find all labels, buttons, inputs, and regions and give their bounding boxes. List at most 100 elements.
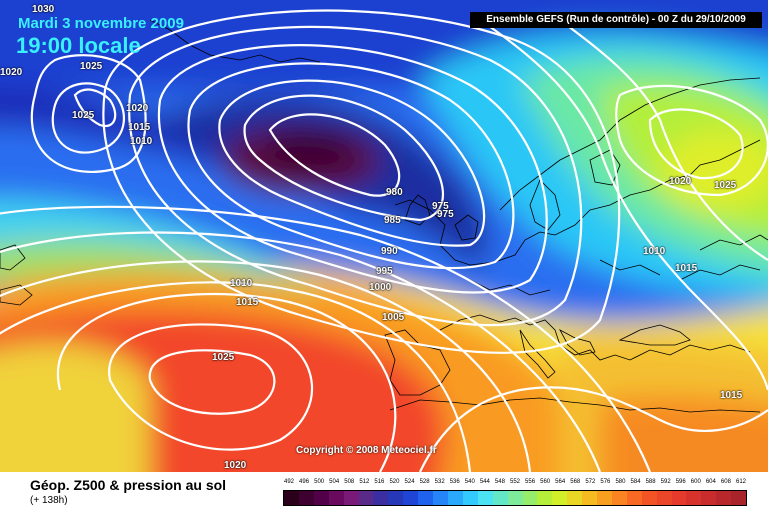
legend-label: 548 xyxy=(494,479,505,485)
legend-label: 576 xyxy=(600,479,611,485)
legend-swatch xyxy=(298,491,314,505)
legend-swatch xyxy=(328,491,344,505)
isobars xyxy=(0,9,768,472)
isobar-label: 1005 xyxy=(382,312,405,323)
isobar-label: 1010 xyxy=(230,278,253,289)
isobar-label: 1025 xyxy=(80,61,103,72)
legend-label: 592 xyxy=(660,479,671,485)
legend-swatch xyxy=(492,491,508,505)
legend-swatch xyxy=(388,491,404,505)
legend-label: 536 xyxy=(449,479,460,485)
legend-swatch xyxy=(433,491,448,505)
product-title: Géop. Z500 & pression au sol xyxy=(30,477,227,493)
map-graphic xyxy=(0,0,768,472)
isobar-label: 1025 xyxy=(212,352,235,363)
legend-label: 552 xyxy=(509,479,520,485)
legend-label: 508 xyxy=(344,479,355,485)
legend-label: 496 xyxy=(299,479,310,485)
legend-swatch xyxy=(343,491,359,505)
legend-swatch xyxy=(597,491,612,505)
legend-swatch xyxy=(611,491,627,505)
legend-label: 600 xyxy=(690,479,701,485)
legend-label: 556 xyxy=(525,479,536,485)
legend-swatch xyxy=(552,491,568,505)
legend-swatch xyxy=(656,491,672,505)
isobar-label: 1015 xyxy=(128,122,151,133)
legend-label: 568 xyxy=(570,479,581,485)
legend-swatch xyxy=(716,491,732,505)
isobar-label: 1015 xyxy=(236,297,259,308)
legend-label: 492 xyxy=(283,479,294,485)
legend-swatch xyxy=(582,491,598,505)
legend-labels: 492 496 500 504 508 512 516 520 524 528 532 536 540 5… xyxy=(283,479,747,489)
coastlines xyxy=(0,19,768,413)
forecast-local-time: 19:00 locale xyxy=(16,33,141,58)
lead-time: (+ 138h) xyxy=(30,495,68,506)
isobar-label: 1025 xyxy=(72,110,95,121)
forecast-date: Mardi 3 novembre 2009 xyxy=(18,15,184,32)
legend-label: 588 xyxy=(645,479,656,485)
legend-label: 572 xyxy=(585,479,596,485)
isobar-label: 1020 xyxy=(0,67,23,78)
legend-label: 516 xyxy=(374,479,385,485)
legend-swatch xyxy=(537,491,553,505)
legend-swatch xyxy=(373,491,389,505)
legend-swatch xyxy=(626,491,642,505)
legend-label: 608 xyxy=(720,479,731,485)
legend-swatch xyxy=(358,491,374,505)
isobar-label: 980 xyxy=(386,187,403,198)
color-legend xyxy=(283,490,747,506)
legend-swatch xyxy=(686,491,702,505)
legend-label: 584 xyxy=(630,479,641,485)
legend-swatch xyxy=(403,491,419,505)
isobar-label: 1020 xyxy=(224,460,247,471)
legend-label: 524 xyxy=(404,479,415,485)
isobar-label: 1015 xyxy=(720,390,743,401)
legend-swatch xyxy=(701,491,717,505)
legend-label: 612 xyxy=(735,479,746,485)
isobar-label: 1020 xyxy=(126,103,149,114)
legend-label: 560 xyxy=(540,479,551,485)
legend-label: 504 xyxy=(329,479,340,485)
run-info-banner: Ensemble GEFS (Run de contrôle) - 00 Z d… xyxy=(470,12,762,28)
legend-swatch xyxy=(447,491,463,505)
legend-label: 520 xyxy=(389,479,400,485)
geopotential-field xyxy=(0,0,768,472)
legend-swatch xyxy=(507,491,523,505)
isobar-label: 1010 xyxy=(643,246,666,257)
legend-label: 580 xyxy=(615,479,626,485)
isobar-label: 1015 xyxy=(675,263,698,274)
legend-swatch xyxy=(641,491,657,505)
legend-swatch xyxy=(522,491,538,505)
legend-label: 564 xyxy=(555,479,566,485)
isobar-label: 975 xyxy=(437,209,454,220)
legend-label: 512 xyxy=(359,479,370,485)
forecast-map: Mardi 3 novembre 2009 19:00 locale Ensem… xyxy=(0,0,768,472)
isobar-label: 995 xyxy=(376,266,393,277)
isobar-label: 1000 xyxy=(369,282,392,293)
legend-label: 604 xyxy=(705,479,716,485)
isobar-label: 975 xyxy=(432,201,449,212)
legend-swatch xyxy=(462,491,478,505)
isobar-label: 1010 xyxy=(130,136,153,147)
legend-swatch xyxy=(671,491,687,505)
legend-label: 500 xyxy=(314,479,325,485)
legend-label: 596 xyxy=(675,479,686,485)
legend-swatch xyxy=(284,491,299,505)
legend-swatch xyxy=(418,491,434,505)
isobar-label: 1020 xyxy=(669,176,692,187)
isobar-label: 985 xyxy=(384,215,401,226)
legend-label: 544 xyxy=(479,479,490,485)
chart-footer: Géop. Z500 & pression au sol (+ 138h) 49… xyxy=(0,472,768,512)
legend-swatch xyxy=(477,491,493,505)
legend-swatch xyxy=(567,491,583,505)
isobar-label: 1025 xyxy=(714,180,737,191)
legend-swatch xyxy=(731,491,747,505)
legend-swatch xyxy=(313,491,329,505)
copyright-notice: Copyright © 2008 Meteociel.fr xyxy=(296,445,437,456)
legend-label: 528 xyxy=(419,479,430,485)
legend-label: 540 xyxy=(464,479,475,485)
isobar-label: 990 xyxy=(381,246,398,257)
legend-label: 532 xyxy=(434,479,445,485)
